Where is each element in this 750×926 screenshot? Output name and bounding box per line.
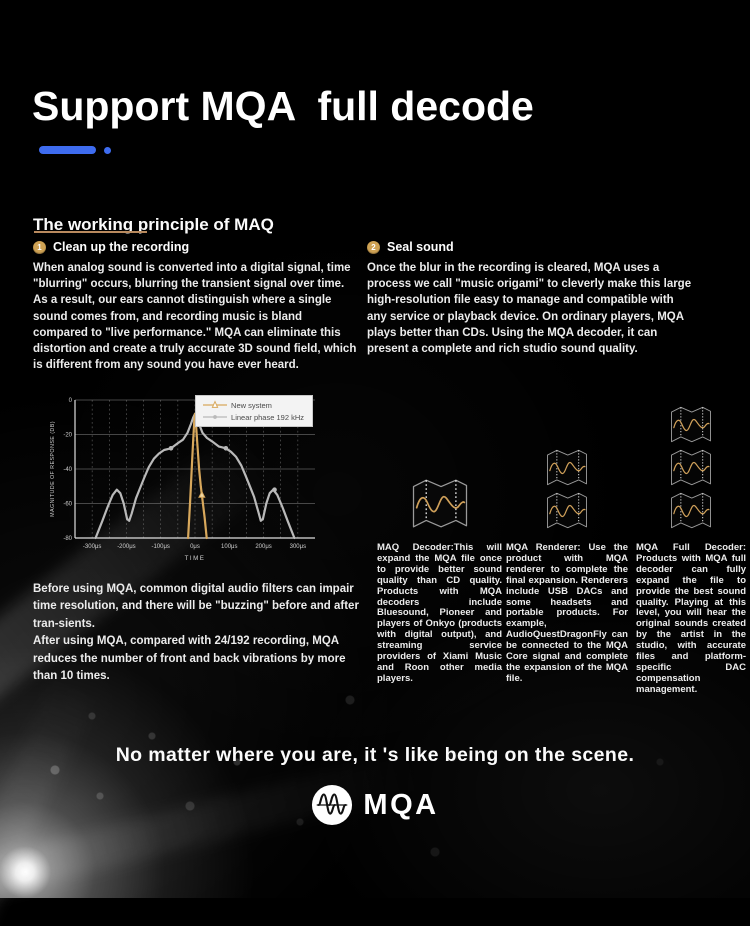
legend-label: Linear phase 192 kHz <box>231 412 304 422</box>
mqa-logo: MQA <box>0 784 750 826</box>
svg-text:-300μs: -300μs <box>83 544 101 550</box>
chart-note: Before using MQA, common digital audio f… <box>33 581 369 685</box>
origami-fold-icon <box>547 449 587 486</box>
section-underline <box>34 231 147 233</box>
chart-legend: New system Linear phase 192 kHz <box>195 395 313 427</box>
number-badge-icon: 1 <box>33 240 46 254</box>
accent-dot <box>104 147 111 154</box>
svg-text:200μs: 200μs <box>255 544 271 550</box>
chart-note-after: After using MQA, compared with 24/192 re… <box>33 635 346 683</box>
principle-seal-sound: 2 Seal sound Once the blur in the record… <box>367 240 693 357</box>
svg-text:-20: -20 <box>63 433 72 439</box>
origami-fold-icon <box>412 479 467 528</box>
origami-icon-stack <box>506 388 628 530</box>
decoder-body: MQA Renderer: Use the product with MQA r… <box>506 542 628 684</box>
principle-body: Once the blur in the recording is cleare… <box>367 262 692 356</box>
principle-heading: Clean up the recording <box>53 240 190 254</box>
svg-text:TIME: TIME <box>185 555 206 562</box>
origami-fold-icon <box>547 492 587 529</box>
decoder-column-mqa-full-decoder: MQA Full Decoder: Products with MQA full… <box>636 388 746 696</box>
svg-text:0μs: 0μs <box>190 544 200 550</box>
page-title: Support MQA full decode <box>32 83 534 130</box>
origami-fold-icon <box>671 492 711 529</box>
svg-text:-100μs: -100μs <box>151 544 169 550</box>
mqa-waveform-icon <box>312 784 353 826</box>
origami-fold-icon <box>671 406 711 443</box>
decoder-column-mqa-renderer: MQA Renderer: Use the product with MQA r… <box>506 388 628 685</box>
decoder-body: MQA Full Decoder: Products with MQA full… <box>636 542 746 695</box>
chart-note-before: Before using MQA, common digital audio f… <box>33 583 359 630</box>
legend-swatch-icon <box>203 400 228 408</box>
origami-icon-stack <box>636 388 746 530</box>
svg-text:-60: -60 <box>63 502 72 508</box>
background-flare <box>0 0 750 898</box>
svg-text:-200μs: -200μs <box>117 544 135 550</box>
origami-fold-icon <box>671 449 711 486</box>
section-heading: The working principle of MAQ <box>33 215 274 235</box>
impulse-response-chart: 0 -20 -40 -60 -80 -300μs -200μs -100μs 0μs 100μs 2… <box>45 392 325 572</box>
svg-text:300μs: 300μs <box>290 544 306 550</box>
decoder-column-mqa-decoder: MAQ Decoder:This will expand the MQA fil… <box>377 388 502 685</box>
tagline: No matter where you are, it 's like bein… <box>115 744 635 766</box>
svg-text:-80: -80 <box>63 536 72 542</box>
legend-entry: Linear phase 192 kHz <box>202 412 304 422</box>
legend-label: New system <box>231 400 272 410</box>
mqa-logo-text: MQA <box>363 788 439 821</box>
origami-icon-stack <box>377 388 502 530</box>
principle-clean-up: 1 Clean up the recording When analog sou… <box>33 240 360 373</box>
legend-swatch-icon <box>203 415 228 419</box>
legend-entry: New system <box>202 400 304 410</box>
decoder-body: MAQ Decoder:This will expand the MQA fil… <box>377 542 502 684</box>
accent-dash <box>39 146 96 154</box>
svg-text:MAGNITUDE OF RESPONSE (DB): MAGNITUDE OF RESPONSE (DB) <box>50 421 56 517</box>
svg-text:0: 0 <box>69 398 73 404</box>
principle-heading: Seal sound <box>387 240 454 254</box>
number-badge-icon: 2 <box>367 240 380 254</box>
svg-text:-40: -40 <box>63 467 72 473</box>
principle-body: When analog sound is converted into a di… <box>33 262 357 372</box>
svg-text:100μs: 100μs <box>221 544 237 550</box>
